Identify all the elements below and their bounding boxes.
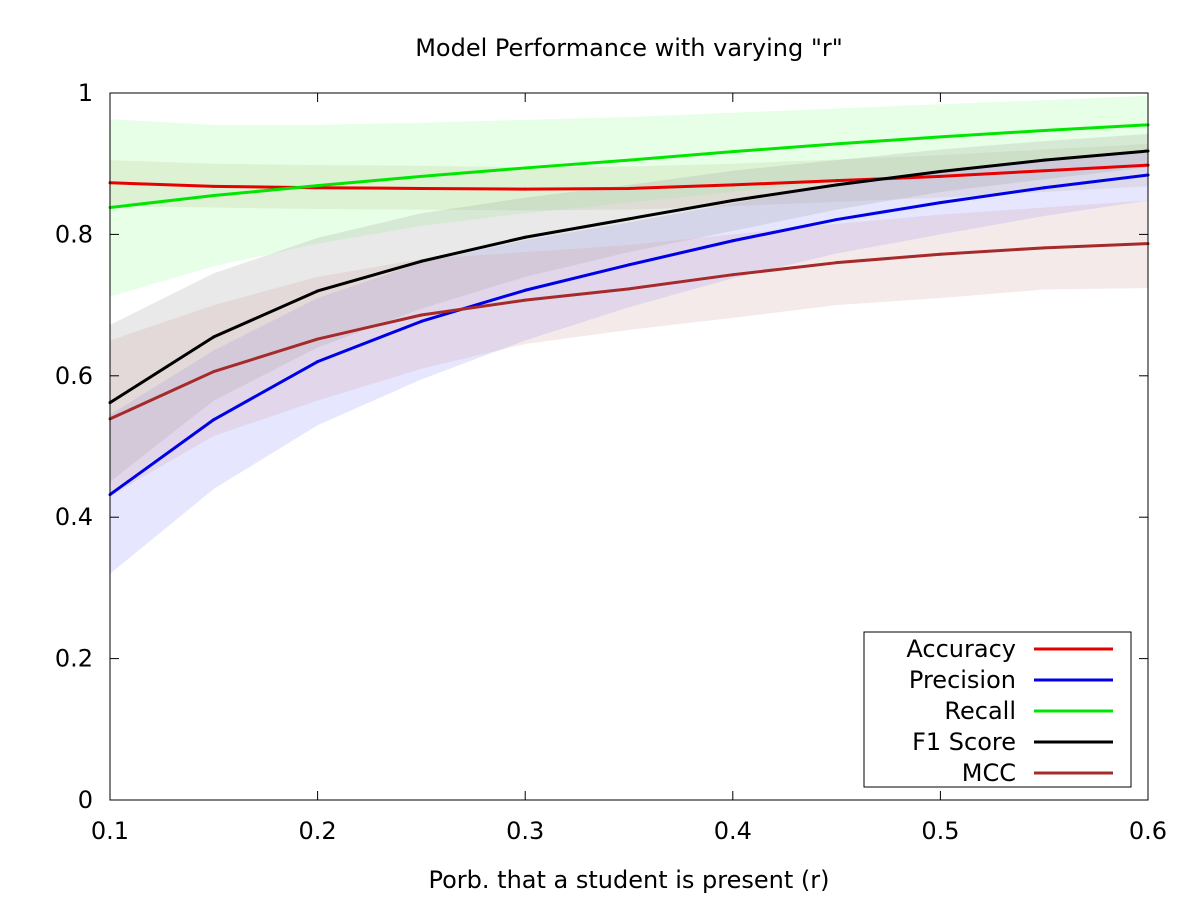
point-accuracy-7 [835,179,839,183]
point-mcc-7 [835,261,839,265]
point-mcc-5 [627,287,631,291]
point-accuracy-1 [212,184,216,188]
point-recall-9 [1042,128,1046,132]
x-tick-label: 0.3 [506,817,544,845]
point-f1-score-9 [1042,158,1046,162]
point-precision-8 [938,201,942,205]
point-accuracy-9 [1042,169,1046,173]
band-accuracy [110,143,1148,211]
band-mcc [110,200,1148,496]
point-recall-7 [835,142,839,146]
legend-label-precision: Precision [909,666,1016,694]
point-mcc-8 [938,252,942,256]
point-accuracy-5 [627,186,631,190]
point-mcc-6 [731,273,735,277]
y-tick-label: 0.6 [55,362,93,390]
legend-label-mcc: MCC [962,759,1016,787]
x-tick-labels: 0.1 0.2 0.3 0.4 0.5 0.6 [91,817,1167,845]
legend-label-f1-score: F1 Score [912,728,1016,756]
confidence-bands [110,95,1148,574]
x-tick-label: 0.1 [91,817,129,845]
series-lines [108,123,1150,497]
legend-label-accuracy: Accuracy [906,635,1016,663]
point-recall-3 [419,174,423,178]
point-f1-score-7 [835,183,839,187]
point-f1-score-8 [938,169,942,173]
point-precision-7 [835,218,839,222]
point-mcc-2 [316,337,320,341]
x-tick-label: 0.6 [1129,817,1167,845]
y-tick-label: 1 [78,79,93,107]
point-recall-8 [938,135,942,139]
x-axis-label: Porb. that a student is present (r) [429,866,830,894]
y-tick-labels: 0 0.2 0.4 0.6 0.8 1 [55,79,93,814]
point-f1-score-1 [212,335,216,339]
point-precision-1 [212,418,216,422]
point-accuracy-3 [419,186,423,190]
legend-label-recall: Recall [944,697,1016,725]
point-accuracy-8 [938,174,942,178]
band-f1-score [110,134,1148,482]
point-f1-score-6 [731,198,735,202]
x-tick-label: 0.4 [714,817,752,845]
point-recall-6 [731,150,735,154]
point-f1-score-2 [316,289,320,293]
point-f1-score-4 [523,235,527,239]
y-tick-label: 0.4 [55,503,93,531]
legend: Accuracy Precision Recall F1 Score MCC [863,631,1132,788]
point-recall-4 [523,166,527,170]
x-tick-label: 0.2 [299,817,337,845]
chart-title: Model Performance with varying "r" [415,34,843,62]
point-recall-2 [316,184,320,188]
point-recall-1 [212,194,216,198]
point-precision-4 [523,288,527,292]
axis-ticks [109,92,1149,801]
point-mcc-3 [419,313,423,317]
points-precision [108,173,1150,497]
point-mcc-4 [523,298,527,302]
y-tick-label: 0.2 [55,645,93,673]
point-precision-3 [419,319,423,323]
point-precision-6 [731,239,735,243]
x-tick-label: 0.5 [921,817,959,845]
band-recall [110,95,1148,297]
point-precision-9 [1042,186,1046,190]
y-tick-label: 0 [78,786,93,814]
point-mcc-9 [1042,246,1046,250]
point-recall-5 [627,158,631,162]
point-accuracy-6 [731,183,735,187]
y-tick-label: 0.8 [55,220,93,248]
point-accuracy-4 [523,187,527,191]
point-mcc-1 [212,370,216,374]
point-f1-score-5 [627,217,631,221]
point-precision-2 [316,360,320,364]
plot-frame [109,92,1149,801]
point-f1-score-3 [419,259,423,263]
point-precision-5 [627,263,631,267]
